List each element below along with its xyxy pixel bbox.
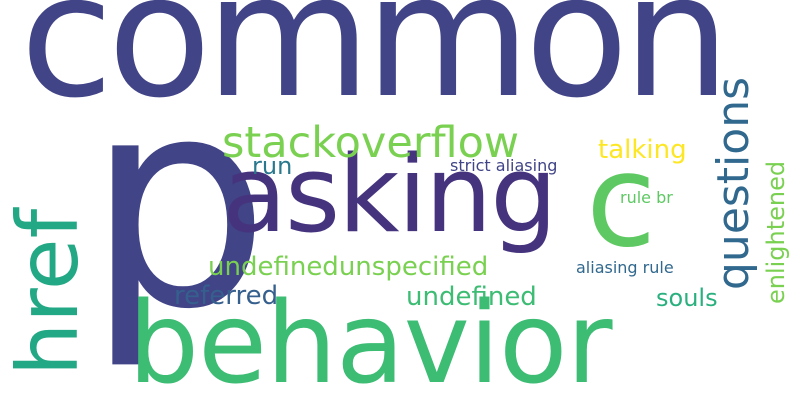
word-aliasing-rule: aliasing rule — [576, 258, 674, 277]
word-talking: talking — [598, 135, 687, 165]
word-enlightened: enlightened — [762, 160, 790, 304]
word-rule-br: rule br — [620, 188, 673, 207]
word-strict-aliasing: strict aliasing — [450, 156, 558, 175]
word-souls: souls — [656, 284, 718, 312]
word-stackoverflow: stackoverflow — [222, 118, 520, 168]
word-href: href — [0, 208, 97, 376]
word-questions: questions — [708, 76, 759, 290]
word-c: c — [586, 127, 657, 276]
word-undefinedunspecified: undefinedunspecified — [208, 252, 489, 282]
word-behavior: behavior — [128, 279, 613, 400]
word-run: run — [252, 152, 293, 180]
word-asking: asking — [222, 133, 557, 256]
word-undefined: undefined — [406, 282, 537, 312]
word-p: p — [86, 36, 271, 373]
word-referred: referred — [174, 281, 279, 311]
word-common: common — [20, 0, 730, 136]
